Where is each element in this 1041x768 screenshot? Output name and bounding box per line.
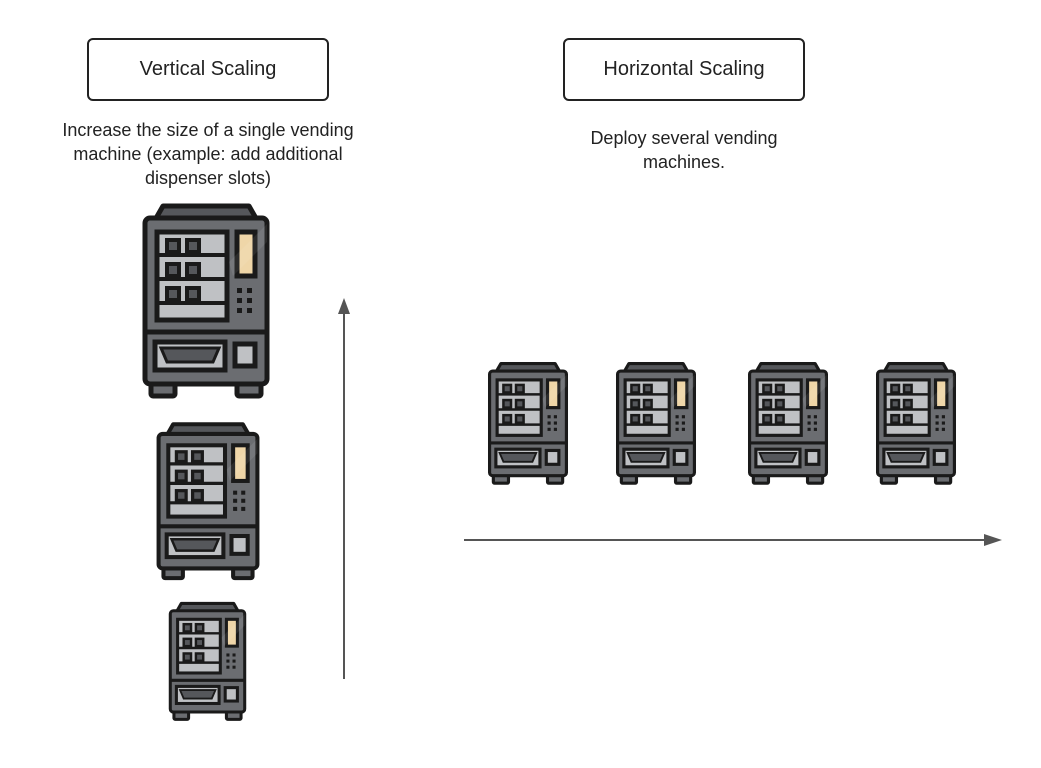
vertical-scaling-title-box: Vertical Scaling	[87, 38, 329, 101]
vertical-scaling-description: Increase the size of a single vending ma…	[62, 120, 354, 188]
vending-machine-icon	[140, 202, 272, 402]
vending-machine-icon	[155, 421, 261, 583]
horizontal-scaling-description: Deploy several vending machines.	[590, 128, 778, 172]
horizontal-scaling-title: Horizontal Scaling	[603, 58, 765, 80]
vending-machine-icon	[615, 361, 697, 487]
vending-machine-icon	[875, 361, 957, 487]
vertical-scaling-title: Vertical Scaling	[139, 58, 277, 80]
vertical-arrow	[338, 298, 350, 679]
horizontal-arrow	[464, 534, 1002, 546]
vending-machine-icon	[166, 601, 249, 723]
horizontal-scaling-title-box: Horizontal Scaling	[563, 38, 805, 101]
vending-machine-icon	[747, 361, 829, 487]
vending-machine-icon	[487, 361, 569, 487]
